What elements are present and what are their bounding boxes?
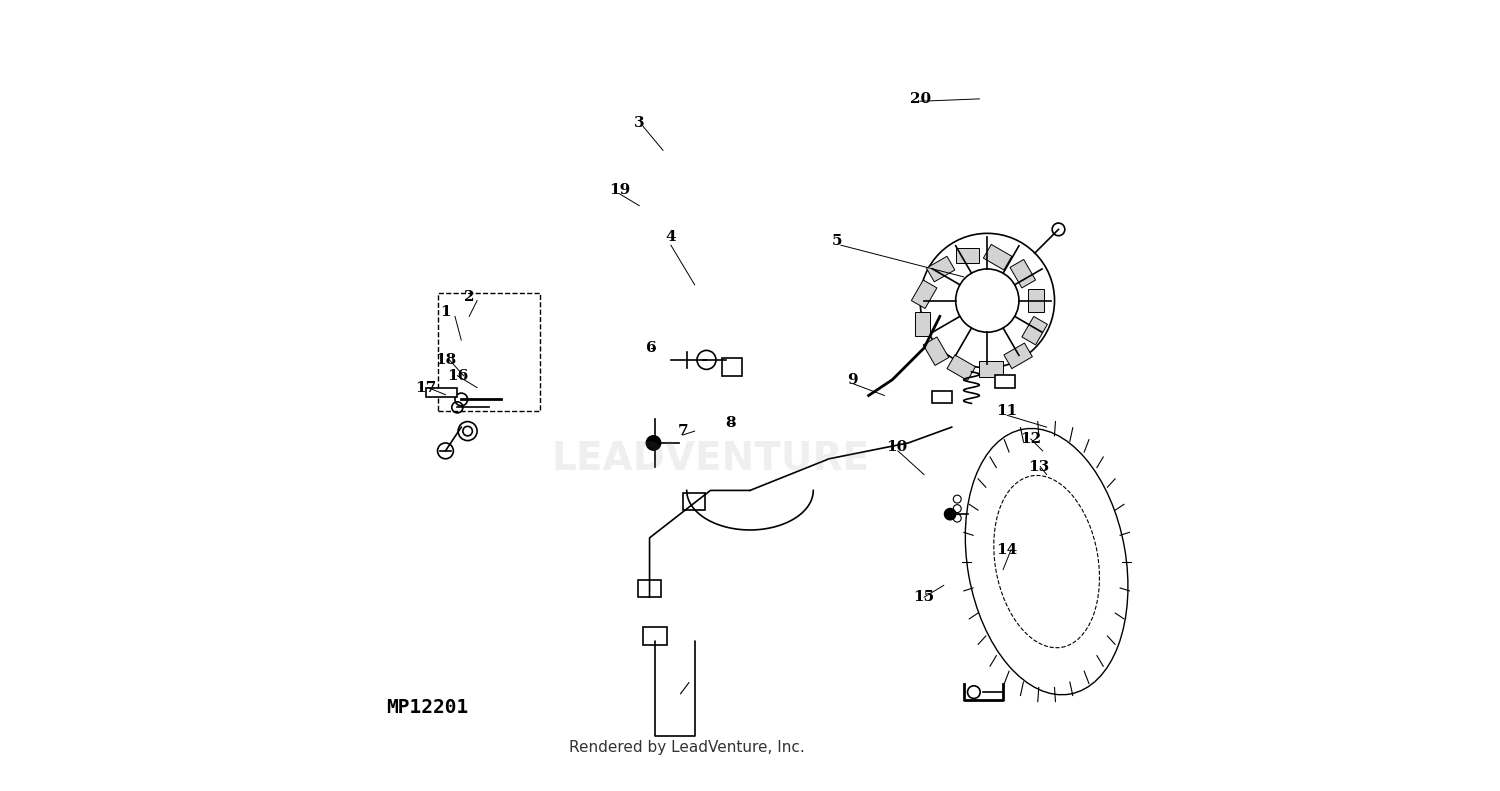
Text: 6: 6 [646,341,657,355]
Text: 18: 18 [435,353,456,367]
Bar [932,391,951,403]
Text: 19: 19 [609,183,630,197]
Text: 20: 20 [909,92,930,106]
Text: 14: 14 [996,543,1017,557]
Bar [1029,289,1044,312]
Bar [984,244,1012,270]
Bar [682,493,705,510]
Text: 5: 5 [833,234,843,248]
Bar [644,627,668,645]
Bar [426,388,458,397]
Bar [956,248,980,263]
Bar [1004,343,1032,369]
Bar [980,361,1004,377]
Text: 7: 7 [678,424,688,438]
Text: Rendered by LeadVenture, Inc.: Rendered by LeadVenture, Inc. [568,740,804,755]
Bar [946,355,975,380]
Text: 10: 10 [885,440,908,454]
Text: 2: 2 [464,290,474,304]
Text: 1: 1 [440,305,452,320]
Circle shape [945,509,956,520]
Text: 4: 4 [666,230,676,244]
Text: 15: 15 [914,590,934,604]
Bar [723,358,742,376]
Bar [915,312,930,336]
Text: 3: 3 [634,115,645,130]
Bar [1022,316,1047,345]
Bar [638,580,662,597]
Bar [927,256,956,282]
Text: 9: 9 [847,373,858,387]
Text: 13: 13 [1028,460,1050,474]
Text: LEADVENTURE: LEADVENTURE [552,440,870,478]
Bar [438,293,540,411]
Circle shape [646,436,660,450]
Text: 12: 12 [1020,432,1041,446]
Text: 11: 11 [996,404,1017,418]
Bar [912,280,938,308]
Text: 8: 8 [724,416,735,430]
Bar [994,375,1016,388]
Bar [922,337,950,365]
Text: MP12201: MP12201 [386,698,468,717]
Text: 17: 17 [416,380,436,395]
Bar [1010,259,1035,288]
Text: 16: 16 [447,369,468,383]
